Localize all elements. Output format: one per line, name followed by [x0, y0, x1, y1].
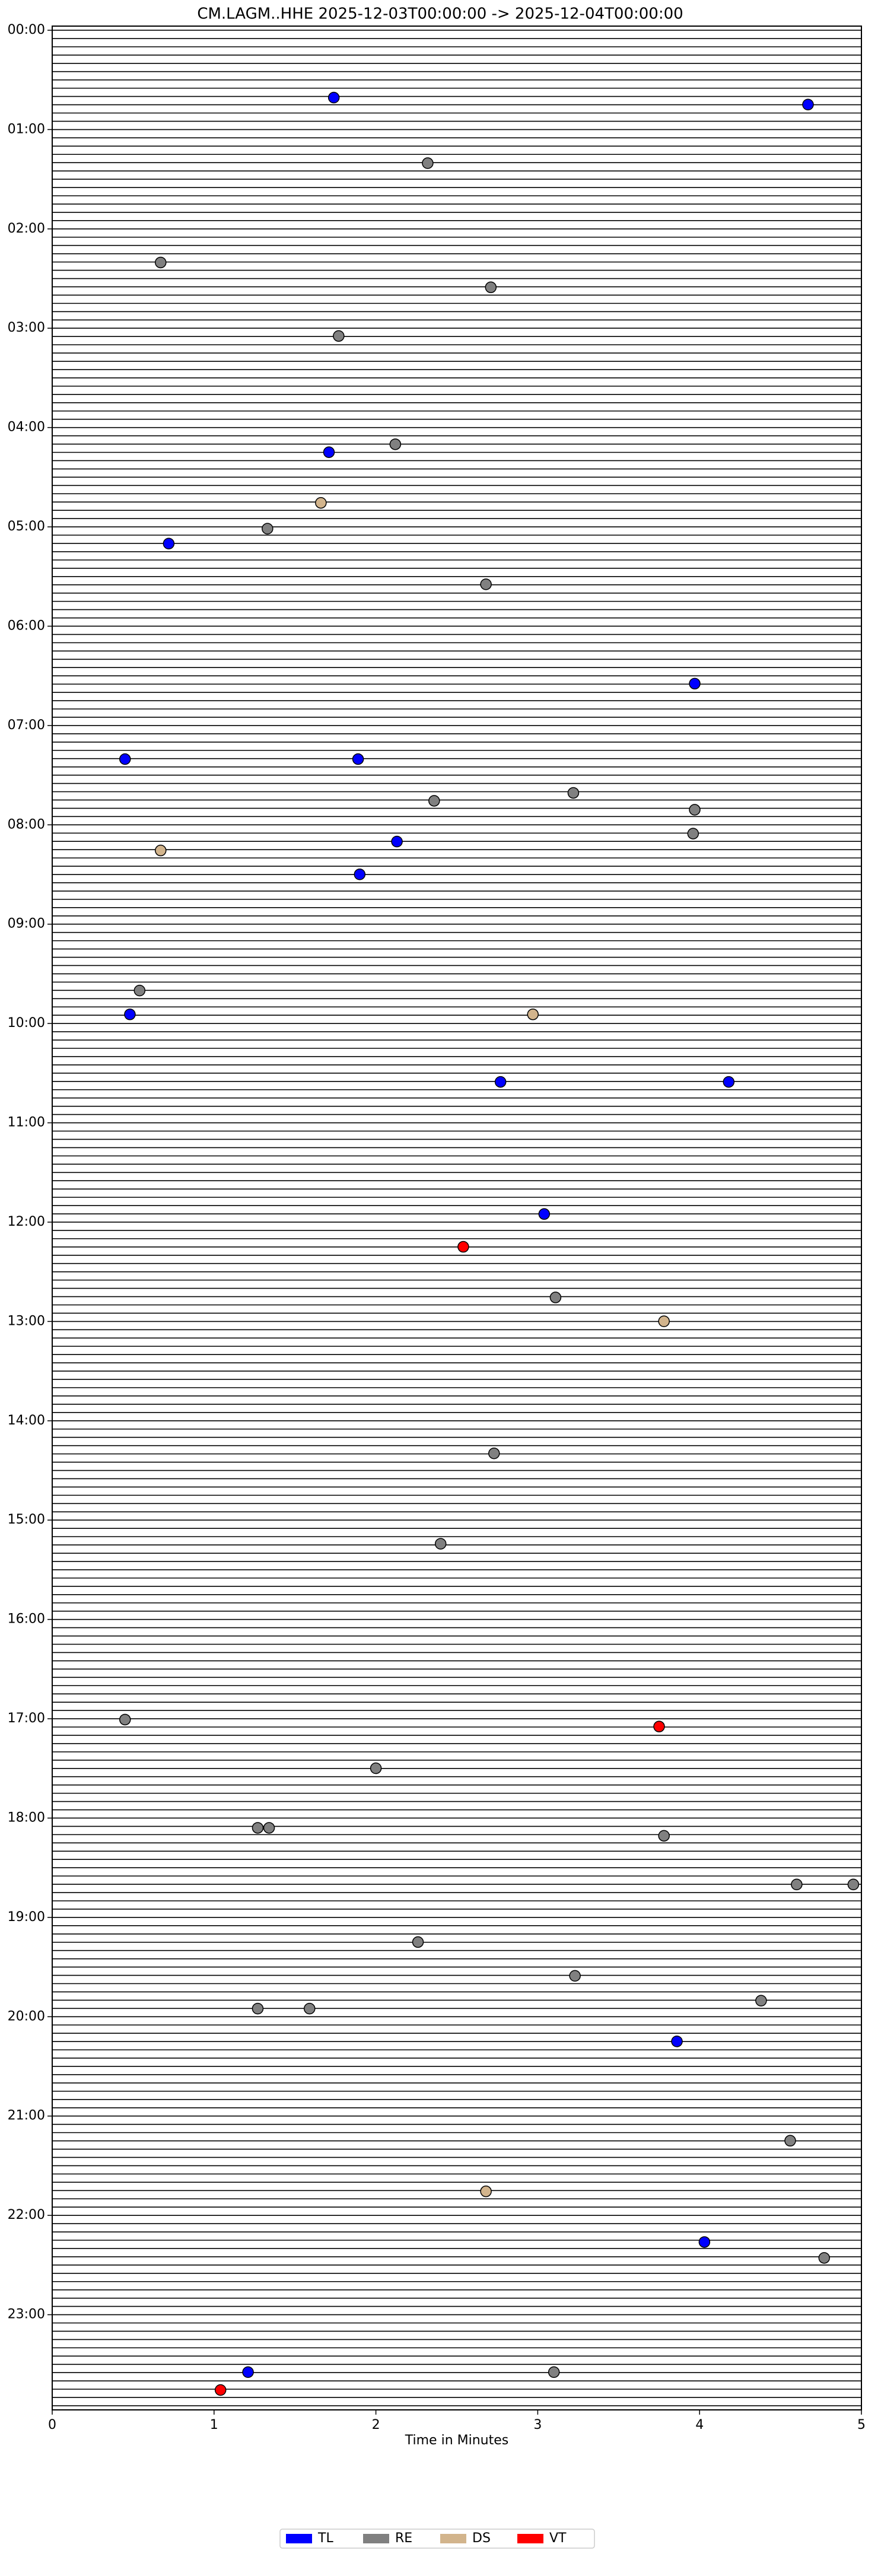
- x-tick-label: 1: [210, 2418, 218, 2432]
- event-marker: [457, 1241, 469, 1253]
- x-tick-label: 3: [533, 2418, 542, 2432]
- plot-frame: [52, 26, 862, 2410]
- y-tick-label: 04:00: [8, 420, 45, 435]
- event-marker: [527, 1009, 539, 1020]
- x-tick-label: 2: [372, 2418, 380, 2432]
- event-marker: [818, 2252, 831, 2264]
- legend-label: TL: [317, 2531, 333, 2546]
- event-marker: [263, 1822, 275, 1834]
- event-marker: [133, 984, 146, 997]
- event-marker: [671, 2036, 683, 2047]
- event-marker: [567, 787, 580, 799]
- event-marker: [485, 281, 497, 294]
- event-marker: [214, 2384, 227, 2396]
- event-marker: [315, 497, 327, 509]
- event-marker: [755, 1995, 767, 2006]
- event-marker: [549, 1292, 562, 1303]
- y-tick-label: 05:00: [8, 519, 45, 534]
- event-marker: [155, 256, 167, 269]
- y-tick-label: 10:00: [8, 1016, 45, 1031]
- y-tick-label: 19:00: [8, 1910, 45, 1925]
- event-marker: [242, 2366, 254, 2378]
- y-tick-label: 11:00: [8, 1115, 45, 1130]
- event-marker: [323, 446, 335, 458]
- chart-title: CM.LAGM..HHE 2025-12-03T00:00:00 -> 2025…: [197, 5, 683, 23]
- event-marker: [163, 538, 175, 549]
- event-marker: [119, 753, 131, 765]
- legend-frame: [279, 2529, 595, 2549]
- legend-swatch: [440, 2534, 466, 2543]
- y-tick-label: 23:00: [8, 2307, 45, 2322]
- y-tick-label: 20:00: [8, 2009, 45, 2024]
- y-tick-label: 03:00: [8, 320, 45, 335]
- event-marker: [155, 844, 167, 857]
- event-marker: [689, 804, 701, 816]
- event-marker: [658, 1315, 670, 1327]
- y-tick-label: 15:00: [8, 1512, 45, 1527]
- event-marker: [784, 2135, 796, 2147]
- event-marker: [847, 1878, 860, 1891]
- y-tick-label: 06:00: [8, 618, 45, 633]
- y-tick-label: 17:00: [8, 1711, 45, 1726]
- event-marker: [434, 1538, 447, 1550]
- event-marker: [389, 438, 402, 450]
- event-marker: [791, 1878, 803, 1891]
- event-marker: [304, 2002, 316, 2015]
- y-tick-label: 07:00: [8, 718, 45, 733]
- event-marker: [412, 1936, 424, 1948]
- event-marker: [422, 157, 434, 169]
- event-marker: [354, 868, 366, 880]
- event-marker: [569, 1970, 581, 1982]
- x-tick-label: 5: [857, 2418, 866, 2432]
- y-tick-label: 09:00: [8, 917, 45, 931]
- x-tick-label: 0: [48, 2418, 56, 2432]
- event-marker: [480, 578, 492, 590]
- y-tick-label: 12:00: [8, 1214, 45, 1229]
- event-marker: [327, 91, 340, 104]
- legend-label: VT: [549, 2531, 567, 2546]
- event-marker: [658, 1830, 670, 1842]
- event-marker: [252, 2002, 264, 2015]
- event-marker: [352, 753, 364, 765]
- event-marker: [428, 795, 440, 807]
- event-marker: [370, 1762, 382, 1774]
- event-marker: [333, 330, 345, 342]
- y-tick-label: 22:00: [8, 2208, 45, 2222]
- trace-lines: [52, 30, 861, 2406]
- y-tick-label: 16:00: [8, 1612, 45, 1627]
- event-marker: [538, 1208, 551, 1220]
- event-marker: [252, 1822, 264, 1834]
- event-marker: [124, 1009, 136, 1020]
- event-marker: [687, 828, 699, 839]
- y-tick-label: 01:00: [8, 122, 45, 136]
- legend-swatch: [363, 2534, 389, 2543]
- y-tick-label: 18:00: [8, 1810, 45, 1825]
- legend-label: DS: [472, 2531, 491, 2546]
- y-tick-label: 02:00: [8, 221, 45, 236]
- event-marker: [391, 835, 403, 848]
- event-marker: [698, 2236, 711, 2248]
- event-marker: [262, 523, 273, 535]
- event-marker: [548, 2366, 560, 2378]
- y-tick-label: 13:00: [8, 1314, 45, 1328]
- event-marker: [119, 1713, 131, 1726]
- event-marker: [802, 98, 814, 111]
- legend-swatch: [286, 2534, 312, 2543]
- event-marker: [480, 2185, 492, 2197]
- y-tick-label: 14:00: [8, 1413, 45, 1428]
- event-marker: [723, 1076, 735, 1088]
- legend-swatch: [517, 2534, 543, 2543]
- y-tick-label: 08:00: [8, 817, 45, 832]
- x-axis-label: Time in Minutes: [405, 2433, 509, 2448]
- x-tick-label: 4: [695, 2418, 704, 2432]
- event-marker: [653, 1720, 665, 1732]
- y-tick-label: 21:00: [8, 2108, 45, 2123]
- y-tick-label: 00:00: [8, 23, 45, 37]
- event-marker: [494, 1076, 507, 1088]
- event-marker: [488, 1448, 500, 1459]
- legend-label: RE: [395, 2531, 412, 2546]
- event-marker: [689, 678, 701, 690]
